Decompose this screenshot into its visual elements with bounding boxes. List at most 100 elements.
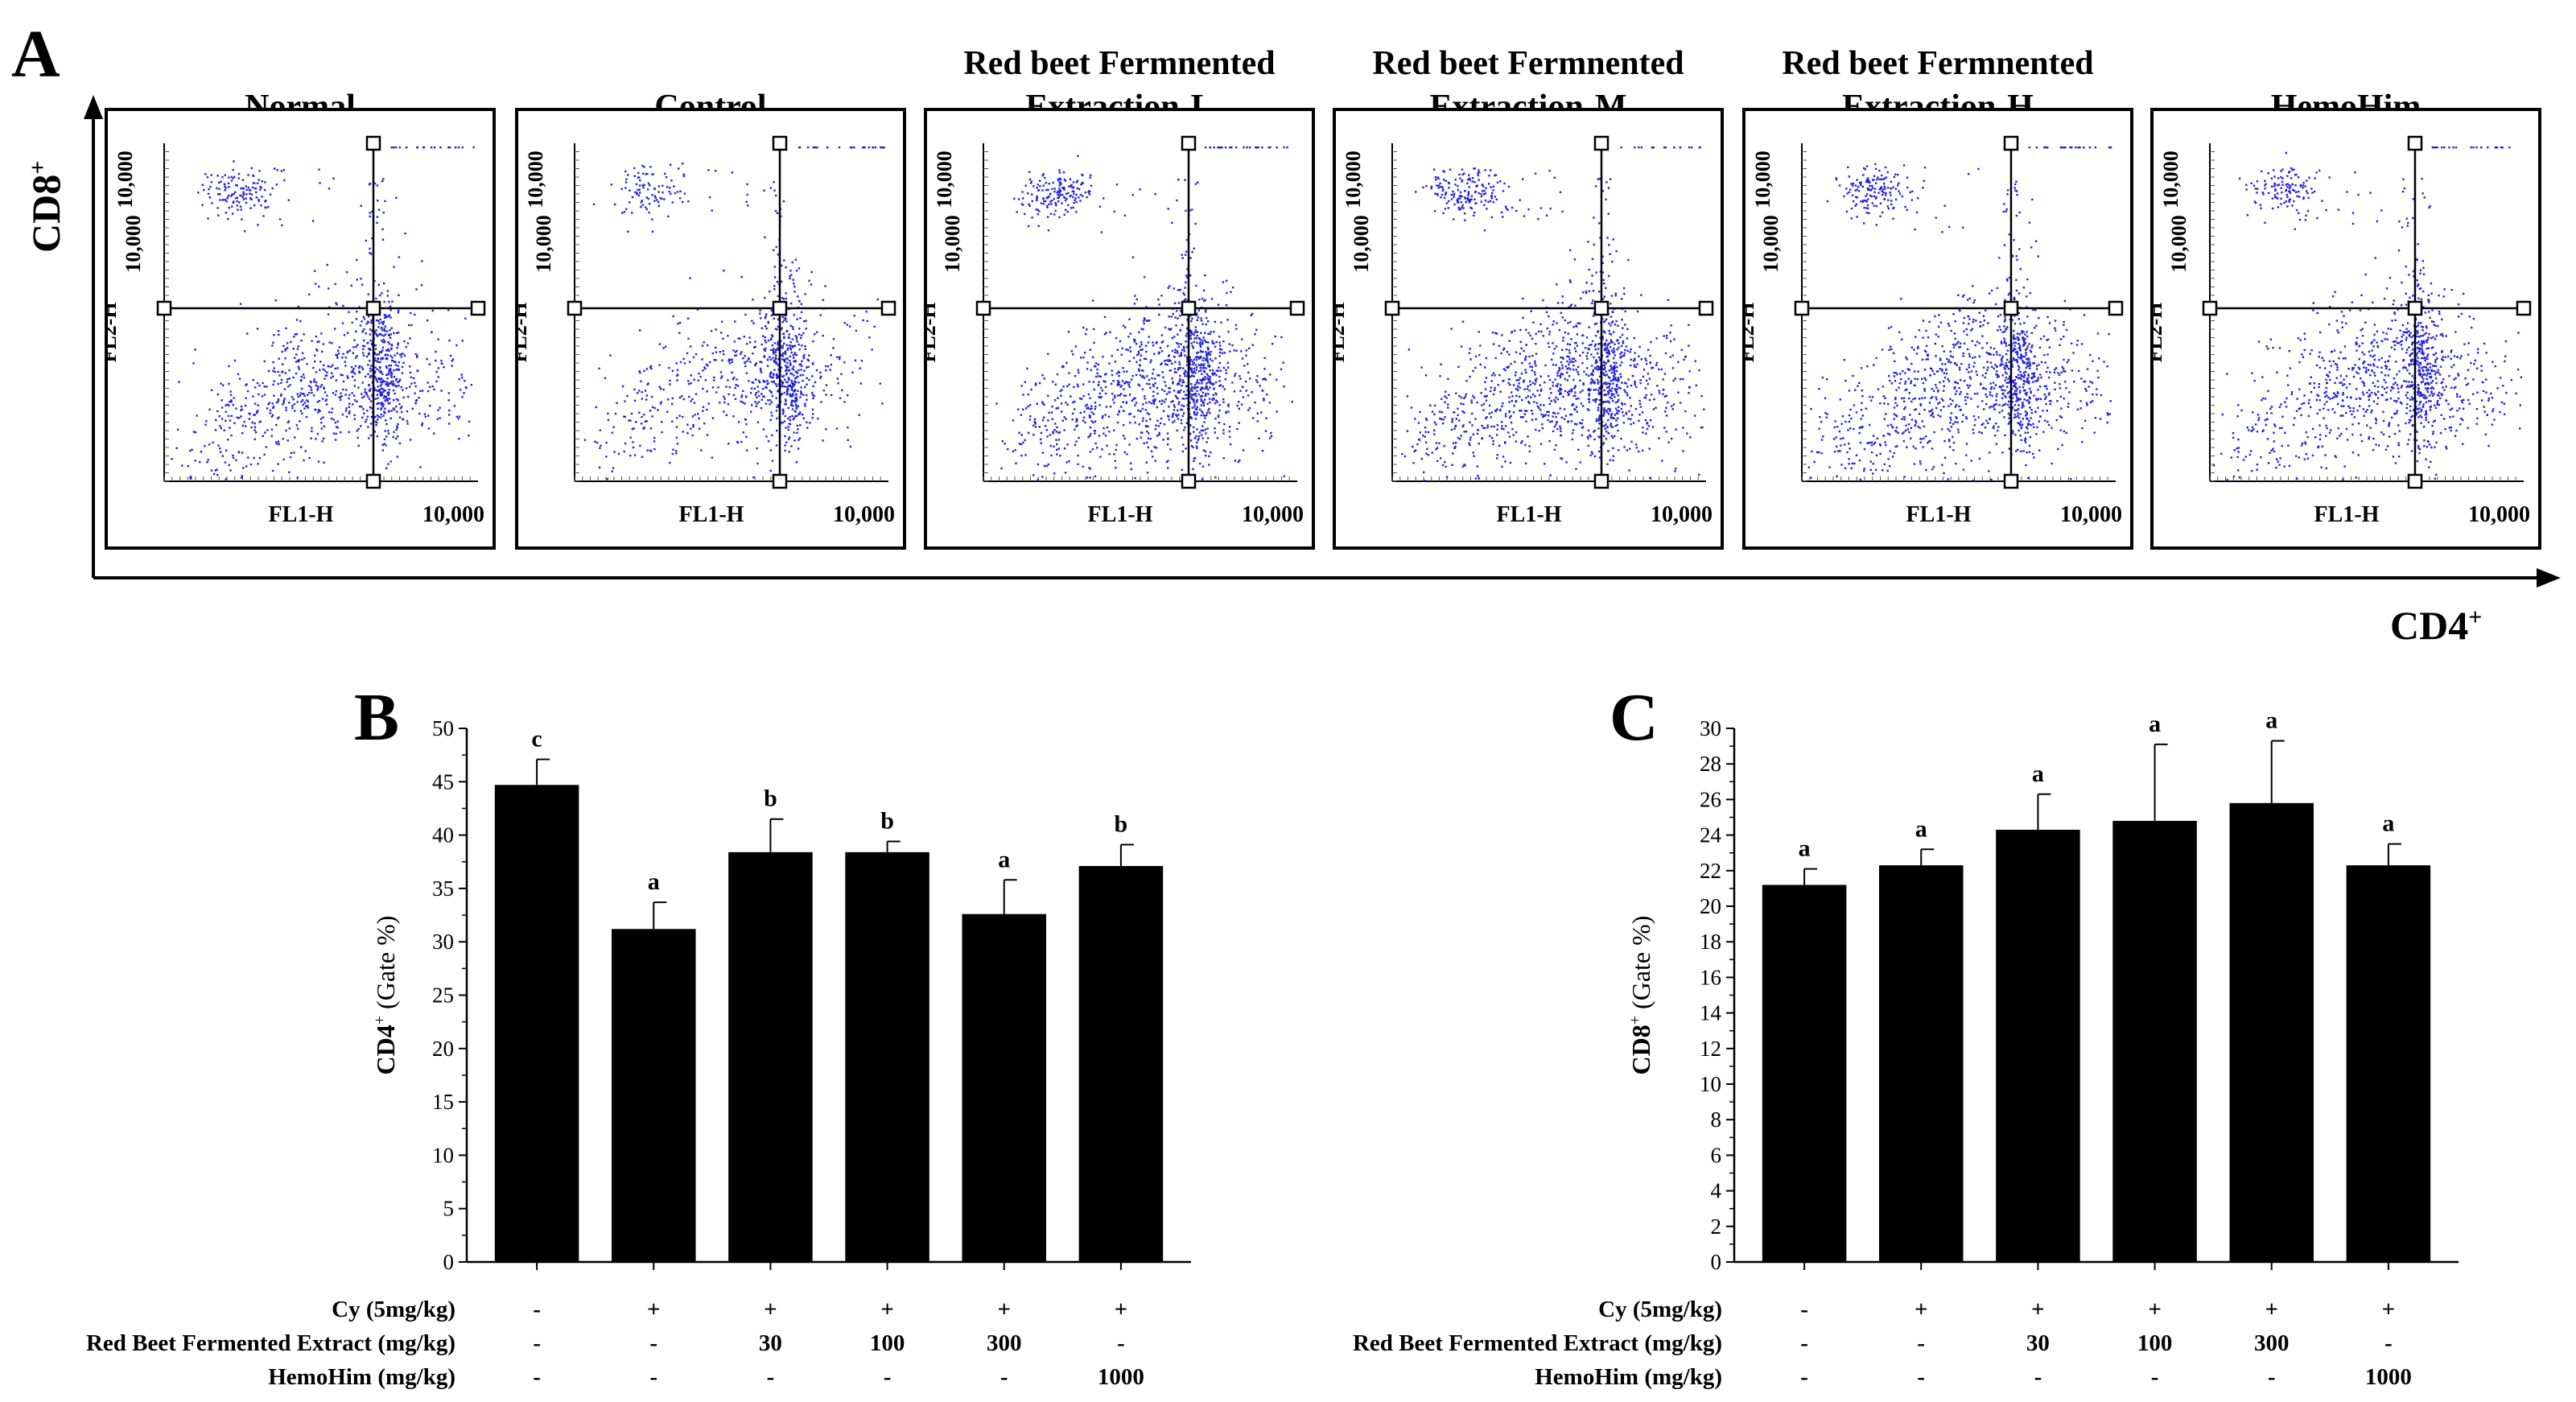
flow-event-dot [631, 427, 633, 431]
flow-event-dot [855, 329, 858, 332]
flow-event-dot [1042, 416, 1045, 419]
flow-event-dot [740, 394, 744, 397]
flow-event-dot [1559, 191, 1562, 193]
flow-event-dot [384, 200, 386, 203]
flow-event-dot [270, 415, 274, 418]
flow-event-dot [1504, 205, 1507, 208]
flow-event-dot [1635, 386, 1638, 389]
flow-event-dot [881, 146, 884, 149]
flow-event-dot [1465, 431, 1468, 433]
flow-event-dot [1037, 189, 1040, 192]
flow-event-dot [341, 322, 344, 324]
flow-event-dot [385, 366, 388, 369]
flow-event-dot [176, 428, 179, 431]
flow-event-dot [1075, 440, 1078, 443]
flow-event-dot [1579, 422, 1581, 424]
flow-event-dot [289, 456, 292, 459]
flow-event-dot [1655, 361, 1659, 365]
flow-event-dot [1639, 379, 1642, 381]
flow-event-dot [786, 389, 789, 391]
flow-event-dot [1422, 186, 1424, 188]
flow-event-dot [1193, 387, 1196, 390]
flow-event-dot [1050, 454, 1053, 457]
flow-event-dot [1022, 441, 1024, 444]
flow-event-dot [653, 440, 656, 443]
flow-event-dot [375, 379, 378, 381]
flow-event-dot [439, 146, 442, 149]
flow-event-dot [1205, 387, 1208, 390]
flow-event-dot [1423, 480, 1426, 482]
flow-event-dot [292, 398, 295, 401]
flow-event-dot [706, 390, 708, 393]
flow-event-dot [1032, 185, 1035, 188]
flow-event-dot [737, 337, 740, 340]
flow-event-dot [1568, 367, 1570, 369]
flow-event-dot [389, 402, 391, 405]
flow-event-dot [1589, 435, 1592, 438]
flow-event-dot [271, 344, 274, 347]
flow-event-dot [396, 435, 399, 438]
flow-event-dot [803, 320, 806, 323]
flow-event-dot [804, 293, 806, 295]
flow-event-dot [387, 373, 390, 375]
flow-event-dot [1217, 414, 1220, 417]
flow-event-dot [777, 347, 779, 349]
flow-event-dot [1634, 383, 1636, 386]
flow-event-dot [1209, 411, 1211, 414]
flow-event-dot [316, 389, 319, 391]
flow-event-dot [1185, 364, 1189, 366]
flow-event-dot [1059, 177, 1061, 179]
flow-event-dot [1193, 411, 1196, 414]
flow-event-dot [1235, 349, 1238, 353]
flow-event-dot [381, 292, 383, 295]
flow-event-dot [389, 369, 392, 372]
flow-event-dot [1478, 443, 1480, 445]
flow-event-dot [1212, 369, 1214, 372]
flow-event-dot [1700, 395, 1703, 398]
flow-event-dot [1140, 340, 1143, 344]
flow-event-dot [662, 347, 665, 349]
flow-event-dot [1174, 348, 1177, 351]
flow-event-dot [1499, 408, 1502, 411]
flow-event-dot [1524, 462, 1527, 464]
flow-event-dot [1688, 324, 1690, 326]
flow-event-dot [389, 316, 392, 319]
flow-event-dot [624, 442, 627, 445]
flow-event-dot [352, 369, 354, 372]
flow-event-dot [1042, 197, 1045, 200]
flow-event-dot [731, 358, 733, 361]
flow-event-dot [789, 423, 792, 426]
flow-event-dot [334, 367, 336, 370]
flow-event-dot [607, 412, 609, 415]
flow-event-dot [1160, 402, 1163, 406]
flow-event-dot [773, 317, 775, 320]
flow-event-dot [1041, 374, 1044, 377]
flow-event-dot [356, 278, 358, 281]
flow-event-dot [719, 371, 723, 373]
flow-event-dot [1052, 431, 1054, 433]
flow-event-dot [1594, 335, 1597, 337]
flow-event-dot [1195, 358, 1198, 361]
flow-event-dot [382, 341, 385, 344]
flow-event-dot [1126, 453, 1128, 456]
flow-event-dot [1636, 310, 1639, 313]
flow-event-dot [1539, 390, 1543, 392]
flow-event-dot [638, 188, 641, 191]
flow-event-dot [1693, 414, 1696, 417]
flow-event-dot [782, 332, 785, 335]
flow-event-dot [342, 388, 344, 391]
flow-event-dot [1194, 372, 1197, 374]
flow-event-dot [1447, 403, 1449, 406]
flow-event-dot [390, 327, 393, 329]
flow-event-dot [1548, 169, 1551, 172]
flow-event-dot [1113, 453, 1115, 456]
flow-event-dot [776, 377, 778, 379]
flow-event-dot [357, 444, 360, 447]
flow-event-dot [789, 369, 791, 372]
flow-event-dot [1140, 436, 1142, 439]
flow-event-dot [671, 402, 674, 406]
flow-event-dot [647, 197, 649, 200]
flow-event-dot [1136, 343, 1138, 345]
flow-event-dot [1634, 365, 1638, 369]
flow-event-dot [605, 441, 608, 444]
